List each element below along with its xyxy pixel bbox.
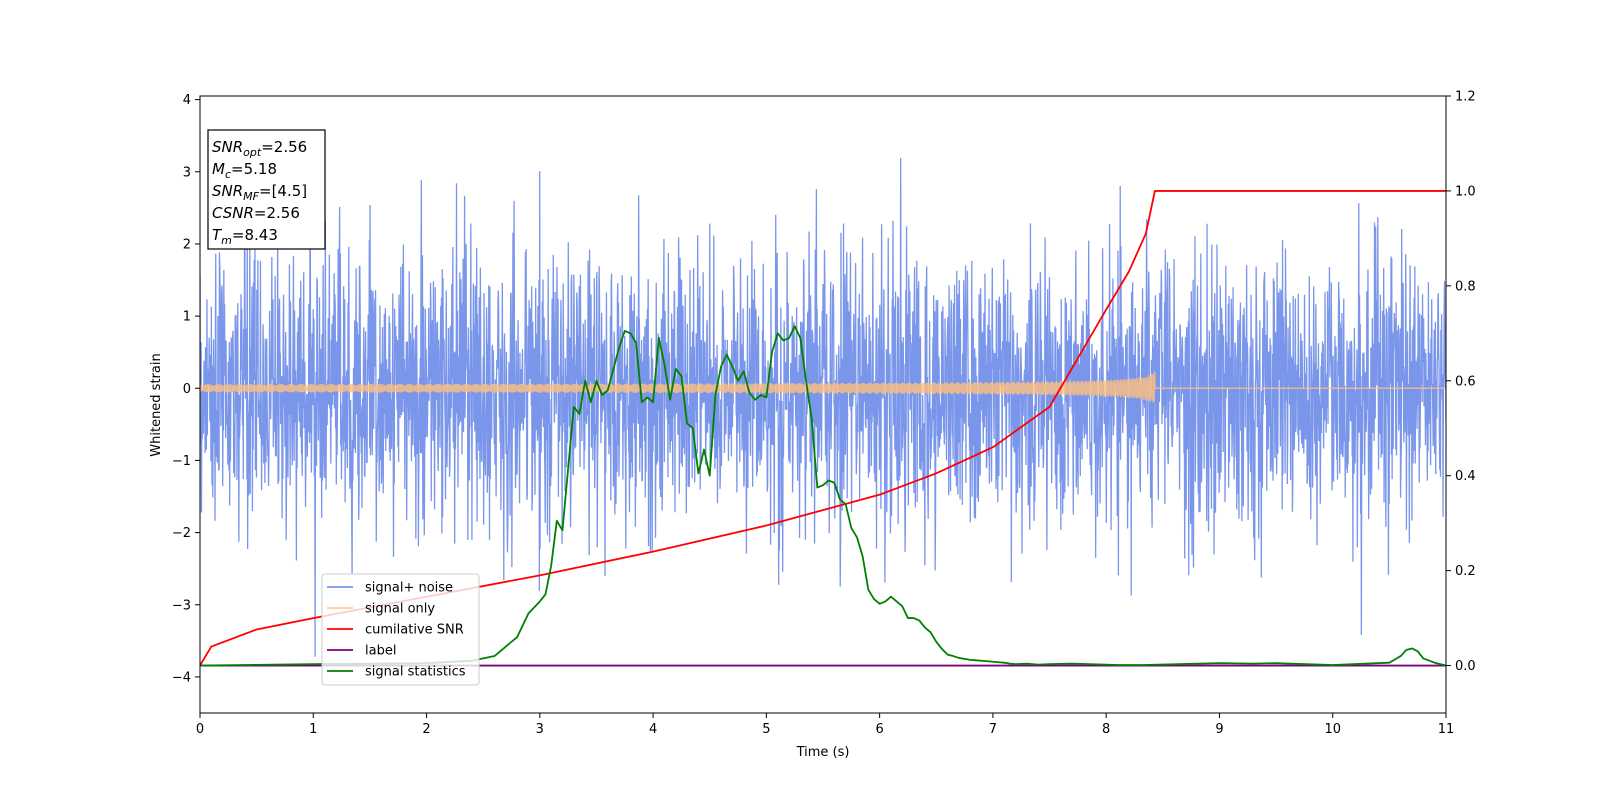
legend-label-signal-statistics: signal statistics xyxy=(365,665,466,680)
x-tick-label: 9 xyxy=(1215,722,1223,737)
y2-tick-label: 1.2 xyxy=(1455,90,1476,105)
x-tick-label: 4 xyxy=(649,722,657,737)
series-signal-noise-line xyxy=(200,145,1446,657)
y2-tick-label: 0.6 xyxy=(1455,374,1476,389)
x-axis-ticks: 0 1 2 3 4 5 6 7 8 9 10 11 xyxy=(196,713,1454,737)
y2-tick-label: 1.0 xyxy=(1455,184,1476,199)
info-box-line: SNRopt=2.56 xyxy=(212,138,307,159)
x-axis-label: Time (s) xyxy=(796,745,850,760)
y-tick-label: −3 xyxy=(172,598,191,613)
legend-label-label: label xyxy=(365,644,396,659)
x-tick-label: 10 xyxy=(1324,722,1341,737)
y2-tick-label: 0.4 xyxy=(1455,469,1476,484)
x-tick-label: 11 xyxy=(1438,722,1455,737)
info-box-line: Mc=5.18 xyxy=(212,160,277,181)
info-box-line: CSNR=2.56 xyxy=(212,204,300,222)
legend-label-signal-noise: signal+ noise xyxy=(365,581,453,596)
y-tick-label: 4 xyxy=(183,93,191,108)
y-tick-label: 0 xyxy=(183,382,191,397)
y-tick-label: −1 xyxy=(172,454,191,469)
x-tick-label: 5 xyxy=(762,722,770,737)
x-tick-label: 7 xyxy=(989,722,997,737)
x-tick-label: 3 xyxy=(536,722,544,737)
y2-axis-ticks: 0.0 0.2 0.4 0.6 0.8 1.0 1.2 xyxy=(1446,90,1476,674)
y-tick-label: 2 xyxy=(183,237,191,252)
plot-frame xyxy=(199,95,1447,714)
y2-tick-label: 0.8 xyxy=(1455,279,1476,294)
y2-tick-label: 0.2 xyxy=(1455,564,1476,579)
info-box-line: Tm=8.43 xyxy=(212,226,278,247)
y-tick-label: −2 xyxy=(172,526,191,541)
legend: signal+ noise signal only cumilative SNR la… xyxy=(321,573,480,686)
y-axis-ticks: −4 −3 −2 −1 0 1 2 3 4 xyxy=(172,93,200,685)
legend-frame xyxy=(321,573,480,686)
x-tick-label: 6 xyxy=(875,722,883,737)
y-tick-label: −4 xyxy=(172,670,191,685)
y-tick-label: 1 xyxy=(183,310,191,325)
info-box-frame xyxy=(207,129,326,250)
x-tick-label: 1 xyxy=(309,722,317,737)
y-tick-label: 3 xyxy=(183,165,191,180)
info-box-line: SNRMF=[4.5] xyxy=(212,182,307,203)
y2-tick-label: 0.0 xyxy=(1455,659,1476,674)
x-tick-label: 8 xyxy=(1102,722,1110,737)
y-axis-label: Whitened strain xyxy=(149,353,164,456)
series-cumilative-snr-line xyxy=(200,190,1446,667)
legend-label-cumilative-snr: cumilative SNR xyxy=(365,623,464,638)
x-tick-label: 0 xyxy=(196,722,204,737)
series-signal-statistics-line xyxy=(200,325,1446,667)
legend-label-signal-only: signal only xyxy=(365,602,435,617)
series-signal-only-line xyxy=(200,371,1446,403)
x-tick-label: 2 xyxy=(422,722,430,737)
